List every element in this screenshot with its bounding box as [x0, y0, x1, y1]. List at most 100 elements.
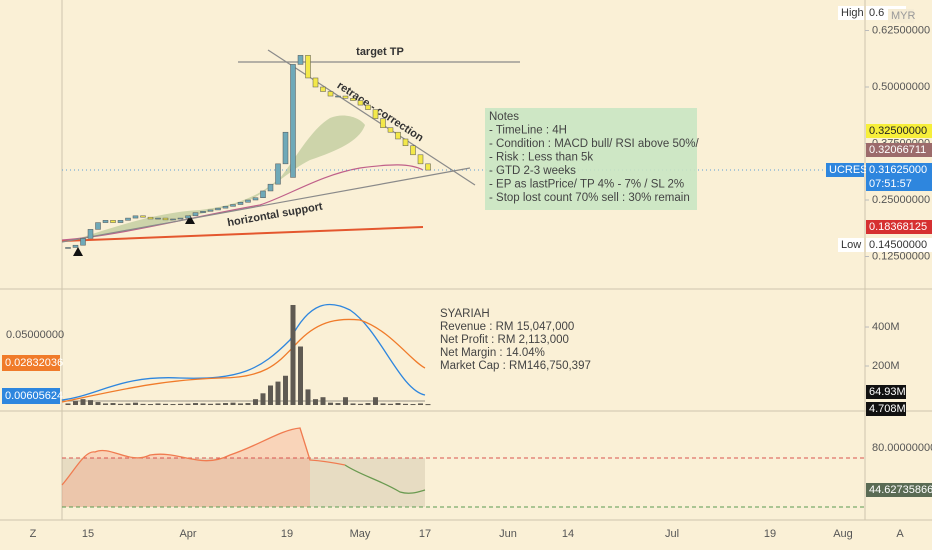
candle — [335, 95, 341, 98]
price-tag — [866, 143, 932, 157]
macd-tag — [2, 388, 60, 404]
volume-bar — [88, 400, 93, 405]
note-line: - EP as lastPrice/ TP 4% - 7% / SL 2% — [489, 179, 684, 191]
rsi-band — [62, 458, 425, 507]
volume-bar — [208, 403, 213, 405]
candle — [387, 127, 394, 133]
price-tick-label: 0.25000000 — [872, 194, 930, 206]
volume-bar — [223, 403, 228, 405]
candle — [102, 220, 109, 223]
volume-bar — [230, 402, 236, 405]
trend-line — [61, 167, 471, 243]
candle — [425, 163, 431, 171]
candle — [155, 217, 161, 220]
annotation: target TP — [356, 46, 404, 58]
trend-line — [267, 49, 476, 186]
price-tag-label: 07:51:57 — [869, 178, 912, 190]
volume-bar — [425, 404, 431, 406]
rsi-fill — [62, 428, 310, 507]
volume-tag-label: 4.708M — [869, 403, 906, 415]
volume-tick-label: 400M — [872, 321, 900, 333]
volume-bar — [148, 404, 153, 406]
candle — [297, 55, 304, 65]
candle — [282, 131, 289, 165]
volume-bar — [365, 403, 371, 405]
candle — [237, 202, 244, 205]
time-label: May — [350, 528, 371, 540]
volume-bar — [253, 399, 258, 405]
candle — [87, 229, 94, 239]
fundamental-line: Revenue : RM 15,047,000 — [440, 321, 574, 333]
time-label: 15 — [82, 528, 94, 540]
price-tick-label: 0.12500000 — [872, 250, 930, 262]
volume-bar — [328, 402, 333, 405]
price-tag — [866, 177, 932, 191]
volume-bar — [305, 389, 311, 405]
volume-bar — [73, 401, 78, 405]
price-tag — [866, 163, 932, 177]
time-label: Apr — [179, 528, 196, 540]
note-line: - Stop lost count 70% sell : 30% remain — [489, 192, 690, 204]
price-tag-label: MYR — [891, 10, 916, 22]
note-line: - Risk : Less than 5k — [489, 152, 593, 164]
time-label: 17 — [419, 528, 431, 540]
price-tag — [838, 238, 864, 252]
macd-tag-label: 0.02832036 — [5, 357, 63, 369]
rsi-line — [61, 427, 346, 486]
volume-bar — [418, 403, 423, 405]
volume-bar — [373, 397, 378, 405]
price-tag — [866, 220, 932, 234]
time-label: A — [896, 528, 904, 540]
volume-bar — [290, 304, 296, 405]
note-line: - Condition : MACD bull/ RSI above 50%/ — [489, 138, 699, 150]
volume-bar — [65, 403, 71, 405]
candle — [147, 216, 154, 220]
price-tick-label: 0.50000000 — [872, 81, 930, 93]
candle — [365, 104, 371, 110]
volume-bar — [380, 403, 386, 405]
volume-bar — [275, 381, 281, 405]
candle — [252, 197, 259, 201]
volume-bar — [200, 403, 206, 405]
moving-average — [61, 226, 424, 242]
volume-tag-label: 64.93M — [869, 386, 906, 398]
candle — [192, 212, 199, 217]
volume-bar — [260, 393, 266, 405]
volume-bar — [80, 399, 86, 405]
candle — [162, 217, 169, 221]
volume-bar — [410, 404, 416, 406]
rsi-tag — [866, 483, 932, 497]
candle — [80, 238, 86, 246]
note-line: - TimeLine : 4H — [489, 125, 567, 137]
candle — [260, 190, 266, 198]
volume-bar — [320, 397, 326, 405]
volume-bar — [163, 403, 168, 405]
volume-bar — [215, 403, 221, 405]
candle — [215, 207, 221, 211]
volume-bar — [343, 397, 348, 405]
candle — [327, 91, 334, 97]
candle — [417, 154, 424, 165]
volume-bar — [110, 403, 116, 405]
volume-bar — [268, 385, 273, 405]
candle — [200, 211, 206, 213]
fundamental-line: Net Margin : 14.04% — [440, 347, 545, 359]
candle — [230, 204, 236, 207]
price-tag-label: 0.14500000 — [869, 239, 927, 251]
fundamental-line: Market Cap : RM146,750,397 — [440, 360, 591, 372]
candle — [110, 220, 116, 223]
candle — [290, 64, 296, 178]
macd-tick-label: 0.05000000 — [6, 329, 64, 341]
volume-bar — [335, 403, 341, 405]
fundamental-line: SYARIAH — [440, 308, 490, 320]
volume-bar — [140, 403, 146, 405]
price-tag-label: High — [841, 7, 864, 19]
volume-bar — [155, 403, 161, 405]
candle — [410, 145, 416, 156]
candle — [267, 183, 274, 192]
signal-arrow — [185, 215, 195, 224]
candle — [357, 100, 364, 106]
volume-bar — [313, 399, 318, 405]
price-tag — [866, 124, 932, 138]
candle — [72, 244, 79, 248]
